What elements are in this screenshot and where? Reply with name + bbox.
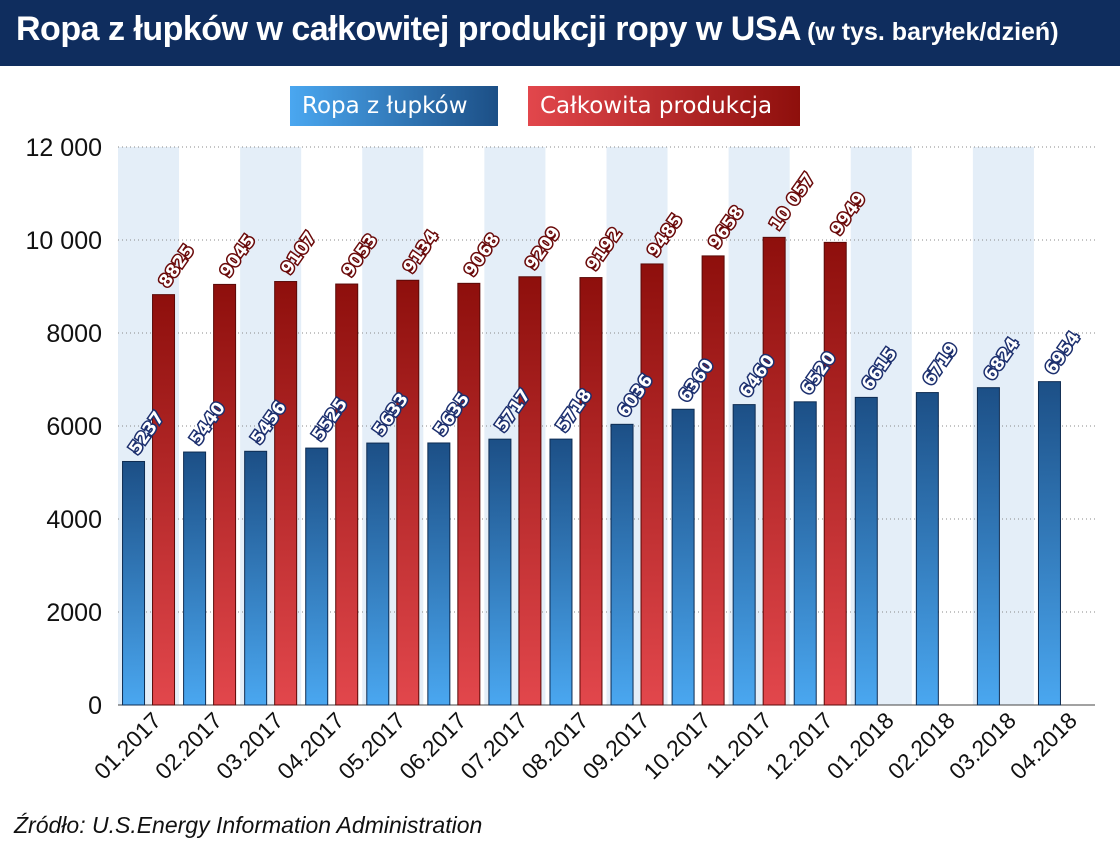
x-tick-label: 12.2017 xyxy=(761,707,838,784)
x-tick-label: 04.2018 xyxy=(1005,707,1082,784)
x-tick-label: 10.2017 xyxy=(638,707,715,784)
source-note: Źródło: U.S.Energy Information Administr… xyxy=(14,812,483,838)
bar-total xyxy=(762,236,786,706)
y-tick-label: 10 000 xyxy=(26,227,102,255)
x-tick-label: 04.2017 xyxy=(272,707,349,784)
y-tick-label: 6000 xyxy=(46,413,102,441)
x-tick-label: 03.2018 xyxy=(944,707,1021,784)
y-tick-label: 2000 xyxy=(46,599,102,627)
bar-total xyxy=(274,281,298,706)
x-tick-label: 09.2017 xyxy=(577,707,654,784)
bar-shale xyxy=(305,447,329,706)
bar-shale xyxy=(793,401,817,706)
data-label-shale: 6954 xyxy=(1041,328,1085,378)
bar-total xyxy=(335,283,359,706)
bar-shale xyxy=(976,387,1000,706)
x-tick-label: 03.2017 xyxy=(211,707,288,784)
y-tick-label: 12 000 xyxy=(26,134,102,162)
bar-total xyxy=(640,263,664,706)
x-tick-label: 01.2018 xyxy=(822,707,899,784)
bar-shale xyxy=(122,460,146,706)
y-tick-label: 8000 xyxy=(46,320,102,348)
bar-shale xyxy=(610,423,634,706)
legend-shale: Ropa z łupków xyxy=(290,86,498,126)
bar-shale xyxy=(488,438,512,706)
legend-total: Całkowita produkcja xyxy=(528,86,800,126)
bar-total xyxy=(396,279,420,706)
x-tick-label: 06.2017 xyxy=(394,707,471,784)
x-tick-label: 05.2017 xyxy=(333,707,410,784)
y-tick-label: 4000 xyxy=(46,506,102,534)
bar-shale xyxy=(549,438,573,706)
bar-total xyxy=(213,283,237,706)
bar-shale xyxy=(732,404,756,706)
bar-shale xyxy=(671,408,695,706)
data-label-shale: 6719 xyxy=(919,339,963,389)
x-tick-label: 08.2017 xyxy=(516,707,593,784)
x-tick-label: 07.2017 xyxy=(455,707,532,784)
bar-total xyxy=(457,282,481,706)
bar-shale xyxy=(183,451,207,706)
chart-unit: (w tys. baryłek/dzień) xyxy=(807,18,1059,46)
chart-title: Ropa z łupków w całkowitej produkcji rop… xyxy=(16,10,802,48)
bar-shale xyxy=(366,442,390,706)
bar-total xyxy=(518,276,542,706)
x-tick-label: 02.2017 xyxy=(150,707,227,784)
bar-total xyxy=(579,277,603,706)
bar-total xyxy=(152,294,176,706)
bar-total xyxy=(823,241,847,706)
bar-total xyxy=(701,255,725,706)
bar-shale xyxy=(427,442,451,706)
bar-shale xyxy=(854,396,878,706)
bar-shale xyxy=(1037,381,1061,706)
bar-shale xyxy=(244,450,268,706)
title-bar: Ropa z łupków w całkowitej produkcji rop… xyxy=(0,0,1120,66)
bar-shale xyxy=(915,392,939,706)
y-tick-label: 0 xyxy=(88,692,102,720)
x-tick-label: 02.2018 xyxy=(883,707,960,784)
